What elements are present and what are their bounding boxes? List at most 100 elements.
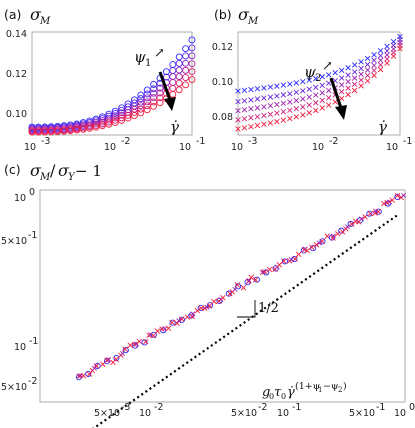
panel-b-point bbox=[261, 112, 267, 119]
panel-b-point bbox=[371, 72, 377, 79]
panel-b-point bbox=[306, 77, 312, 83]
panel-c-xtick-4-exp: -1 bbox=[376, 402, 385, 413]
panel-b-point bbox=[384, 43, 390, 50]
panel-c-point bbox=[344, 224, 350, 230]
panel-a-psi-arrow: ↗ bbox=[154, 46, 165, 61]
panel-b-point bbox=[248, 106, 254, 112]
panel-a-point bbox=[188, 36, 196, 44]
panel-c-point bbox=[122, 346, 128, 352]
panel-a-point bbox=[143, 106, 151, 114]
panel-b-point bbox=[345, 91, 351, 98]
panel-a-point bbox=[175, 79, 183, 87]
panel-a-arrow-shaft bbox=[158, 71, 172, 101]
panel-b-xtick-0-exp: -3 bbox=[248, 136, 257, 147]
panel-b-point bbox=[306, 94, 312, 100]
panel-c-point bbox=[197, 304, 204, 311]
panel-c-xlabel-tau-sub: 0 bbox=[281, 392, 286, 401]
panel-a-point bbox=[188, 52, 196, 60]
panel-c-point bbox=[266, 266, 273, 273]
panel-c: (c) σ M / σ Y − 1 10 0 5×10 -1 10 -1 5×1… bbox=[1, 161, 415, 428]
panel-c-xlabel-exp-2: −ψ bbox=[323, 381, 338, 392]
panel-b-point bbox=[241, 98, 248, 104]
panel-a-point bbox=[143, 90, 151, 98]
panel-b-point bbox=[364, 55, 371, 62]
panel-a-point bbox=[73, 126, 81, 134]
panel-c-point bbox=[146, 332, 152, 339]
panel-b-point bbox=[274, 101, 280, 108]
panel-b-point bbox=[338, 95, 345, 102]
panel-c-point bbox=[295, 251, 302, 258]
panel-c-xlabel-gdot: γ̇ bbox=[287, 385, 295, 400]
panel-b-xtick-2: 10 bbox=[386, 142, 398, 153]
panel-a-point bbox=[150, 85, 158, 93]
panel-a-point bbox=[182, 59, 190, 67]
panel-b-point bbox=[345, 72, 351, 78]
panel-b-point bbox=[300, 96, 306, 102]
panel-a-xtick-2-exp: -1 bbox=[196, 136, 205, 147]
panel-a-point bbox=[118, 104, 126, 112]
panel-c-xtick-3-exp: -1 bbox=[292, 402, 301, 413]
panel-c-point bbox=[401, 192, 407, 199]
panel-b-point bbox=[326, 80, 332, 86]
panel-b-point bbox=[300, 88, 306, 94]
panel-b-point bbox=[274, 83, 280, 89]
panel-a: (a) σ M 0.14 0.12 0.10 10 -3 10 -2 10 -1… bbox=[4, 5, 205, 153]
panel-b-point bbox=[319, 90, 325, 96]
panel-c-slope-label: 1/2 bbox=[258, 301, 279, 316]
panel-c-frame bbox=[39, 189, 406, 403]
panel-b-point bbox=[274, 118, 280, 125]
panel-a-xtick-0-exp: -3 bbox=[41, 136, 50, 147]
panel-a-point bbox=[162, 68, 170, 76]
panel-b-point bbox=[338, 82, 345, 88]
panel-b-point bbox=[287, 81, 293, 87]
panel-a-point bbox=[150, 80, 158, 88]
panel-b-point bbox=[248, 123, 254, 130]
panel-c-xtick-0: 5×10 bbox=[94, 408, 120, 419]
panel-c-point bbox=[234, 282, 241, 288]
panel-c-point bbox=[127, 342, 133, 349]
panel-a-point bbox=[188, 60, 196, 68]
panel-b-point bbox=[267, 103, 274, 109]
panel-c-point bbox=[313, 242, 320, 248]
panel-c-point bbox=[207, 302, 214, 309]
panel-c-letter: (c) bbox=[4, 162, 21, 177]
panel-b-point bbox=[300, 112, 306, 118]
panel-c-point bbox=[330, 233, 336, 239]
panel-a-frame bbox=[31, 31, 193, 136]
panel-b-point bbox=[254, 113, 261, 120]
panel-b-point bbox=[319, 97, 325, 104]
panel-a-point bbox=[175, 86, 183, 94]
panel-c-point bbox=[80, 373, 87, 379]
panel-c-point bbox=[220, 295, 226, 301]
panel-b-point bbox=[300, 104, 306, 110]
panel-a-xtick-2: 10 bbox=[179, 142, 191, 153]
panel-b-point bbox=[306, 86, 312, 92]
panel-c-point bbox=[86, 371, 93, 377]
panel-a-point bbox=[150, 98, 158, 106]
panel-c-point bbox=[131, 341, 138, 348]
panel-c-sub-y: Y bbox=[68, 172, 76, 183]
panel-c-point bbox=[367, 210, 373, 217]
panel-a-xtick-1: 10 bbox=[104, 142, 116, 153]
panel-b-frame bbox=[237, 31, 401, 136]
panel-a-xtick-0: 10 bbox=[24, 142, 36, 153]
panel-a-point bbox=[86, 124, 94, 132]
panel-c-point bbox=[292, 256, 298, 262]
panel-b-point bbox=[313, 84, 319, 91]
panel-b-point bbox=[313, 107, 319, 114]
panel-b-point bbox=[332, 69, 338, 76]
panel-b-point bbox=[280, 100, 287, 107]
panel-a-point bbox=[137, 109, 145, 117]
panel-a-arrow-head bbox=[164, 97, 176, 111]
panel-c-point bbox=[190, 311, 196, 317]
panel-c-point bbox=[136, 338, 143, 345]
panel-b-point bbox=[371, 67, 377, 74]
panel-c-tail: − 1 bbox=[75, 162, 102, 180]
panel-b-point bbox=[358, 83, 364, 89]
panel-c-point bbox=[178, 316, 186, 323]
panel-c-point bbox=[211, 298, 217, 305]
panel-b-point bbox=[326, 87, 332, 94]
panel-a-point bbox=[175, 53, 183, 61]
panel-a-point bbox=[105, 120, 113, 128]
panel-c-point bbox=[281, 258, 287, 264]
